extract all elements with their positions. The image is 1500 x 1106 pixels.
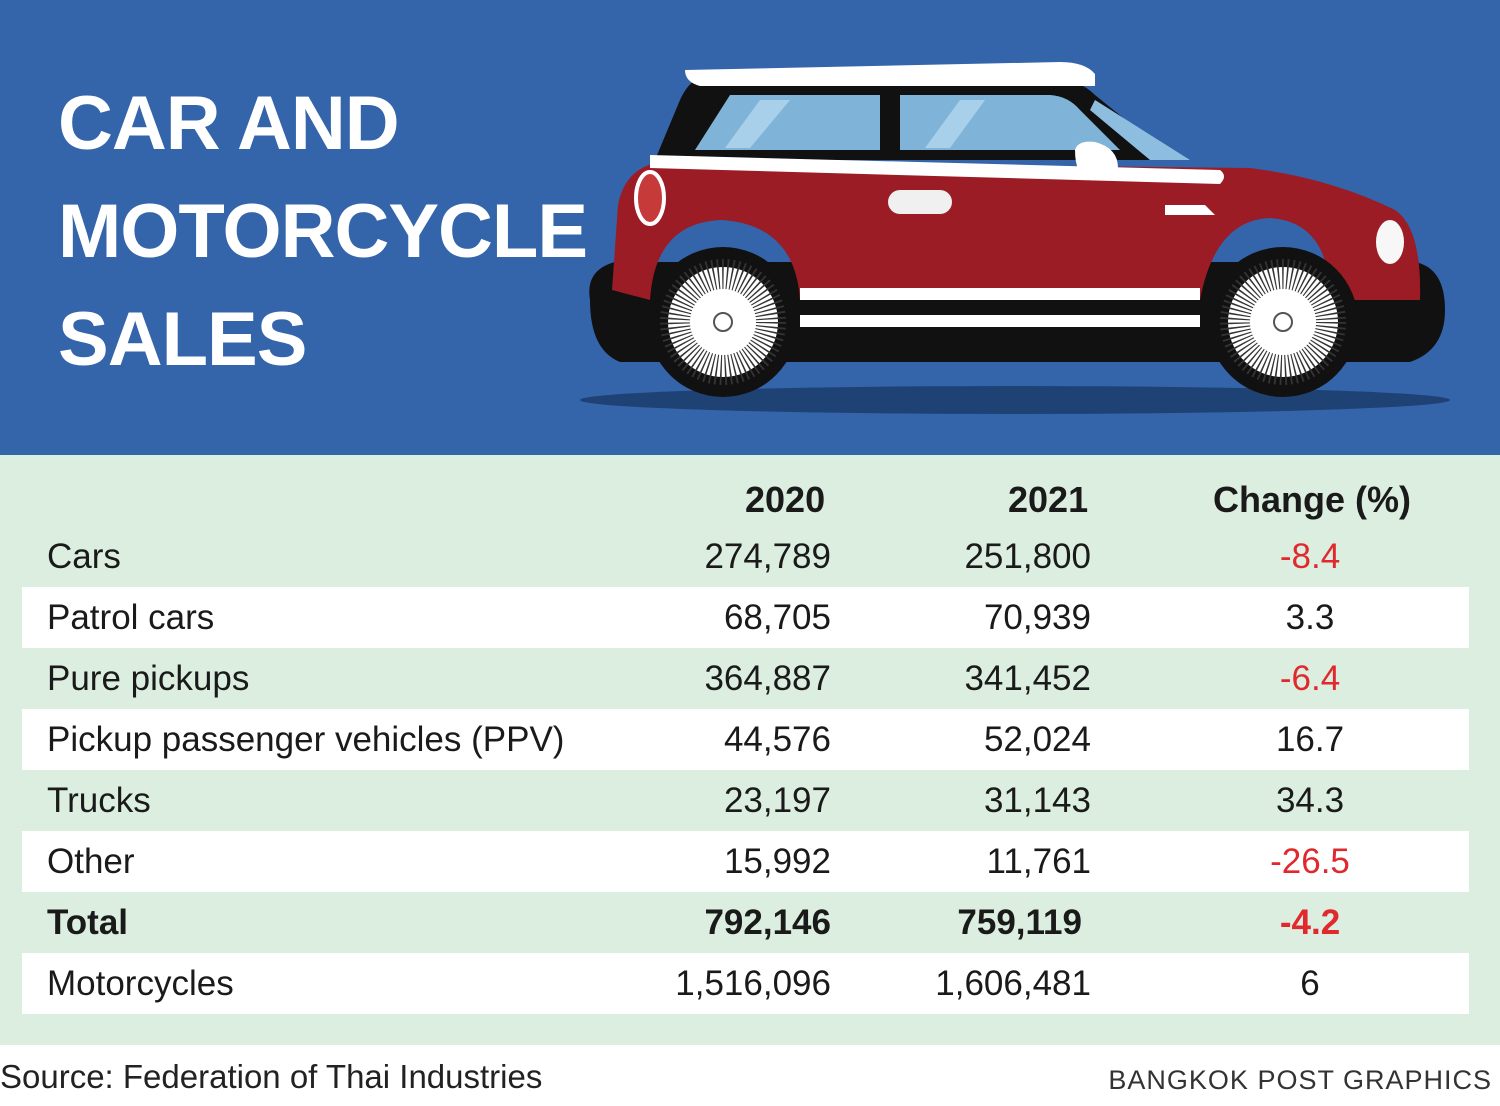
- row-label: Cars: [47, 537, 121, 576]
- value-change: -6.4: [1279, 659, 1341, 698]
- value-2020: 1,516,096: [675, 964, 831, 1003]
- value-change: -26.5: [1270, 842, 1350, 881]
- header-banner: CAR AND MOTORCYCLE SALES: [0, 0, 1500, 455]
- title-line: MOTORCYCLE: [58, 189, 588, 274]
- value-change: 6: [1300, 964, 1320, 1003]
- red-mini-car-icon: [580, 62, 1450, 414]
- value-2020: 68,705: [723, 598, 831, 637]
- sales-table: 2020 2021 Change (%) Cars 274,789 251,80…: [0, 455, 1500, 1045]
- value-2021: 70,939: [983, 598, 1091, 637]
- value-2020: 23,197: [723, 781, 831, 820]
- value-2020: 792,146: [704, 903, 831, 942]
- title-line: SALES: [58, 297, 307, 382]
- header-change: Change (%): [1213, 479, 1411, 520]
- table-row: Trucks 23,197 31,143 34.3: [22, 770, 1469, 831]
- title-line: CAR AND: [58, 81, 400, 166]
- value-change: 16.7: [1275, 720, 1345, 759]
- table-row: Motorcycles 1,516,096 1,606,481 6: [22, 953, 1469, 1014]
- row-label: Patrol cars: [47, 598, 215, 637]
- row-label: Pure pickups: [47, 659, 250, 698]
- value-2021: 52,024: [983, 720, 1091, 759]
- page-title: CAR AND MOTORCYCLE SALES: [58, 70, 588, 394]
- value-change: 3.3: [1285, 598, 1335, 637]
- value-2020: 15,992: [723, 842, 831, 881]
- value-2021: 341,452: [964, 659, 1091, 698]
- value-2020: 274,789: [704, 537, 831, 576]
- row-label: Trucks: [47, 781, 151, 820]
- table-row: Other 15,992 11,761 -26.5: [22, 831, 1469, 892]
- value-2020: 44,576: [723, 720, 831, 759]
- row-label: Total: [47, 903, 129, 942]
- row-label: Pickup passenger vehicles (PPV): [47, 720, 565, 759]
- value-2021: 31,143: [983, 781, 1091, 820]
- value-2020: 364,887: [704, 659, 831, 698]
- table-row: Patrol cars 68,705 70,939 3.3: [22, 587, 1469, 648]
- value-2021: 1,606,481: [935, 964, 1091, 1003]
- row-label: Motorcycles: [47, 964, 234, 1003]
- header-2020: 2020: [745, 479, 826, 520]
- source-note: Source: Federation of Thai Industries: [0, 1058, 543, 1095]
- header-2021: 2021: [1008, 479, 1089, 520]
- value-2021: 759,119: [957, 903, 1082, 942]
- value-2021: 251,800: [964, 537, 1091, 576]
- row-label: Other: [47, 842, 135, 881]
- table-row: Cars 274,789 251,800 -8.4: [22, 526, 1469, 587]
- value-change: 34.3: [1275, 781, 1345, 820]
- table-row: Pickup passenger vehicles (PPV) 44,576 5…: [22, 709, 1469, 770]
- table-body: Cars 274,789 251,800 -8.4 Patrol cars 68…: [22, 526, 1469, 1014]
- value-change: -8.4: [1279, 537, 1341, 576]
- table-row: Pure pickups 364,887 341,452 -6.4: [22, 648, 1469, 709]
- value-change: -4.2: [1279, 903, 1341, 942]
- value-2021: 11,761: [986, 842, 1091, 881]
- table-row-total: Total 792,146 759,119 -4.2: [22, 892, 1469, 953]
- graphics-credit: BANGKOK POST GRAPHICS: [1108, 1065, 1492, 1095]
